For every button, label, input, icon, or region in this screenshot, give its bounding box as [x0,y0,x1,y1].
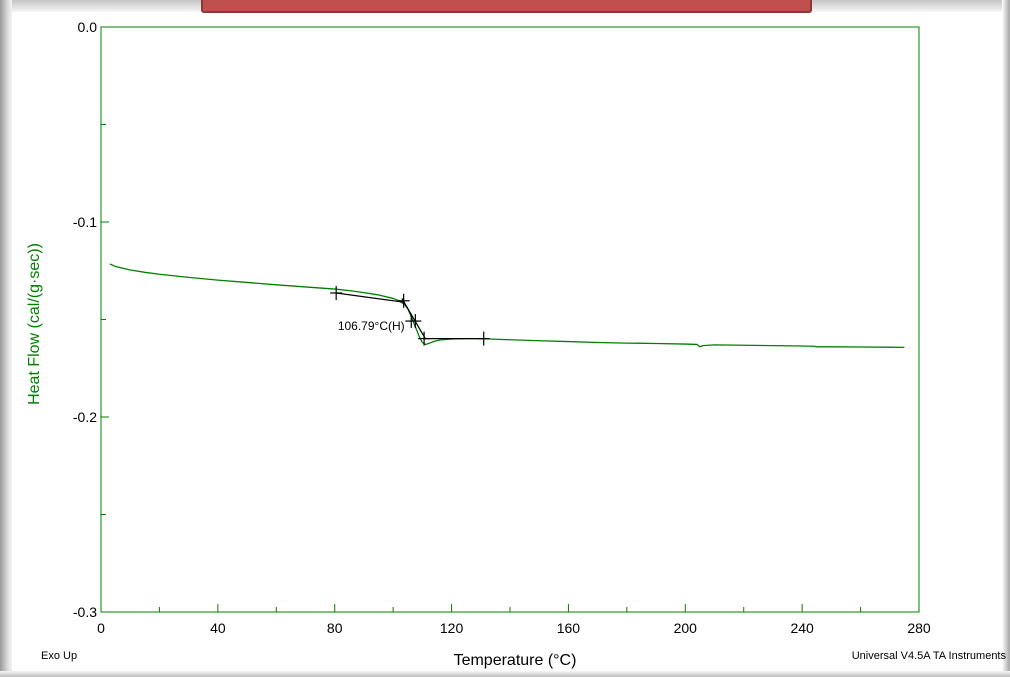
x-tick-label: 80 [327,620,343,636]
y-tick-label: 0.0 [78,19,98,35]
x-tick-label: 120 [440,620,464,636]
title-banner [201,0,812,13]
frame-shadow-right [1002,0,1010,677]
axes [100,26,920,613]
frame-shadow-bottom [0,671,1010,677]
tick-marks [100,26,920,613]
tg-annotation-label: 106.79°C(H) [338,319,405,333]
x-tick-label: 40 [210,620,226,636]
frame-shadow-left [0,0,12,677]
plot-frame [100,26,920,613]
y-tick-label: -0.3 [73,604,97,620]
series-layer [109,263,905,349]
x-axis-title: Temperature (°C) [454,652,577,669]
tangent-line [401,298,426,339]
tangent-line [336,292,405,303]
y-tick-label: -0.2 [73,409,97,425]
x-tick-label: 0 [97,620,105,636]
tick-labels: 0 40 80 120 160 200 240 280 0.0 -0.1 -0.2 -0.3 [73,19,931,636]
glass-transition-analysis: 106.79°C(H) [330,285,490,346]
x-tick-label: 160 [557,620,581,636]
heat-flow-curve [109,263,905,349]
instrument-note: Universal V4.5A TA Instruments [852,650,1007,662]
y-tick-label: -0.1 [73,214,97,230]
x-tick-label: 240 [790,620,814,636]
y-axis-title: Heat Flow (cal/(g·sec)) [26,243,43,405]
exo-up-note: Exo Up [41,650,77,662]
x-tick-label: 280 [907,620,931,636]
x-tick-label: 200 [674,620,698,636]
